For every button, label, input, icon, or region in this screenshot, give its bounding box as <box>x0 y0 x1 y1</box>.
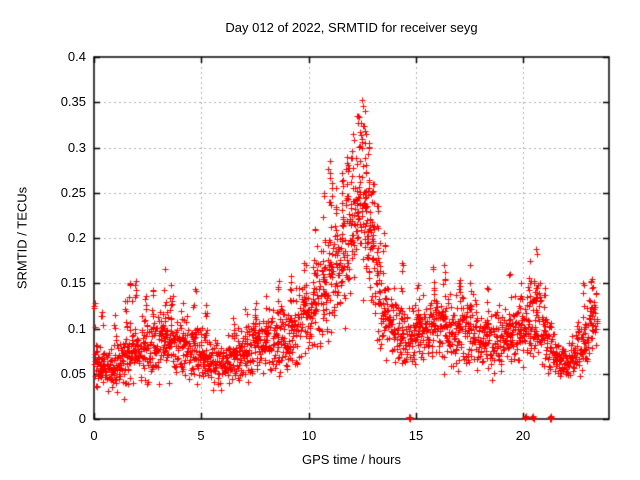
y-tick-label: 0.25 <box>60 185 86 200</box>
chart-title: Day 012 of 2022, SRMTID for receiver sey… <box>225 20 478 35</box>
y-tick-label: 0.2 <box>67 230 86 245</box>
x-axis-label: GPS time / hours <box>302 452 401 467</box>
x-tick-label: 5 <box>197 428 205 443</box>
x-tick-label: 10 <box>301 428 317 443</box>
y-tick-label: 0.15 <box>60 275 86 290</box>
y-tick-label: 0.05 <box>60 366 86 381</box>
y-tick-label: 0.4 <box>67 49 86 64</box>
y-tick-label: 0.1 <box>67 321 86 336</box>
y-tick-label: 0.3 <box>67 140 86 155</box>
y-tick-label: 0 <box>78 411 86 426</box>
x-tick-label: 20 <box>515 428 531 443</box>
x-tick-label: 15 <box>408 428 424 443</box>
x-tick-label: 0 <box>90 428 98 443</box>
y-tick-label: 0.35 <box>60 94 86 109</box>
